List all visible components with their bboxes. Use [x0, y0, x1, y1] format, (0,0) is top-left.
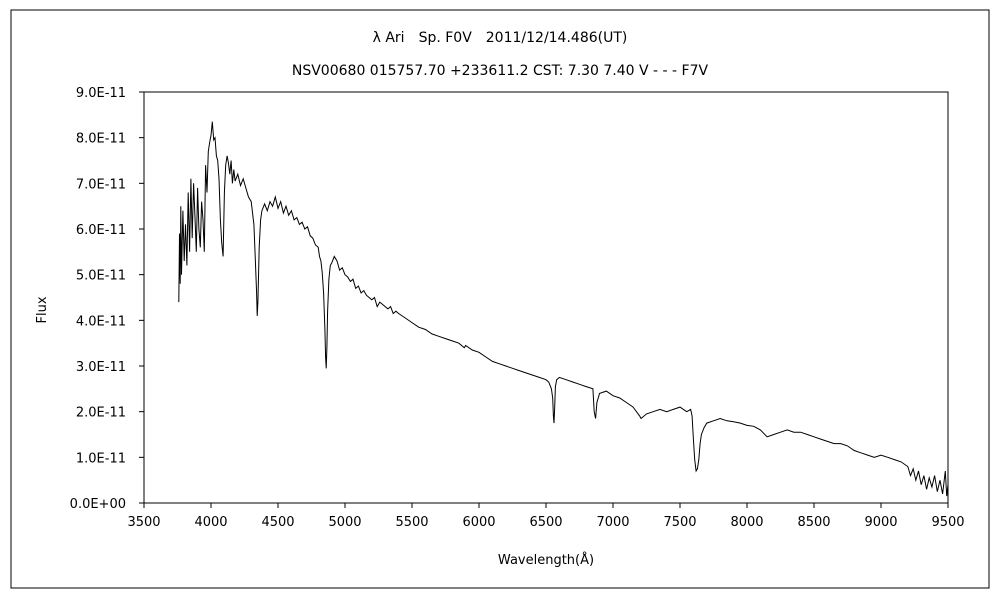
y-tick-label: 6.0E-11	[76, 223, 126, 238]
x-tick-label: 7500	[663, 515, 696, 530]
y-axis: 0.0E+00 1.0E-11 2.0E-11 3.0E-11 4.0E-11 5.0E-…	[70, 86, 144, 512]
chart-subtitle: NSV00680 015757.70 +233611.2 CST: 7.30 7…	[292, 63, 709, 79]
y-tick-label: 5.0E-11	[76, 269, 126, 284]
y-tick-label: 2.0E-11	[76, 406, 126, 421]
x-tick-label: 9500	[931, 515, 964, 530]
x-tick-label: 4000	[194, 515, 227, 530]
y-tick-label: 1.0E-11	[76, 451, 126, 466]
x-tick-label: 3500	[127, 515, 160, 530]
y-tick-label: 4.0E-11	[76, 314, 126, 329]
y-tick-label: 7.0E-11	[76, 177, 126, 192]
outer-frame	[10, 9, 990, 589]
x-tick-label: 5500	[395, 515, 428, 530]
x-tick-label: 8000	[730, 515, 763, 530]
y-tick-label: 9.0E-11	[76, 86, 126, 101]
chart-title: λ Ari Sp. F0V 2011/12/14.486(UT)	[373, 30, 628, 46]
x-tick-label: 6000	[462, 515, 495, 530]
x-tick-label: 5000	[328, 515, 361, 530]
x-tick-label: 4500	[261, 515, 294, 530]
x-axis: 3500 4000 4500 5000 5500 6000 6500 7000 7500 8000…	[127, 503, 965, 530]
y-tick-label: 8.0E-11	[76, 132, 126, 147]
series-line	[178, 121, 949, 497]
y-tick-label: 0.0E+00	[70, 497, 126, 512]
y-axis-label: Flux	[35, 296, 50, 323]
x-axis-label: Wavelength(Å)	[498, 552, 594, 568]
y-tick-label: 3.0E-11	[76, 360, 126, 375]
x-tick-label: 7000	[596, 515, 629, 530]
x-tick-label: 6500	[529, 515, 562, 530]
x-tick-label: 8500	[797, 515, 830, 530]
x-tick-label: 9000	[864, 515, 897, 530]
